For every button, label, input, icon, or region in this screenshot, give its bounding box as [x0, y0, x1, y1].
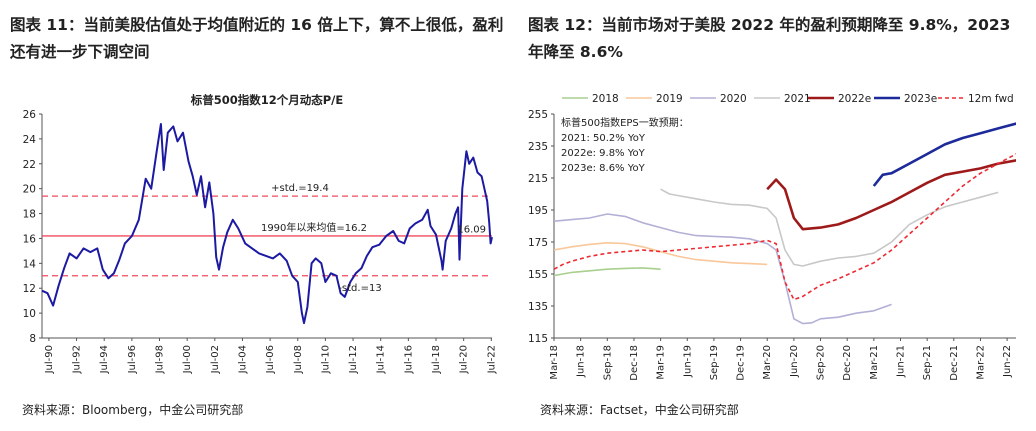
legend-label: 2023e: [904, 93, 937, 105]
x-tick-label: Jul-06: [265, 345, 276, 374]
x-tick-label: Jun-22: [1002, 345, 1013, 378]
x-tick-label: Jun-21: [896, 345, 907, 378]
legend-label: 2020: [720, 93, 747, 105]
figure-title: 图表 11：当前美股估值处于均值附近的 16 倍上下，算不上很低，盈利还有进一步…: [10, 16, 504, 61]
y-tick-label: 12: [23, 283, 36, 295]
y-tick-label: 24: [23, 134, 37, 146]
x-tick-label: Dec-18: [629, 345, 640, 381]
x-tick-label: Sep-18: [602, 345, 613, 380]
x-tick-label: Sep-21: [922, 345, 933, 380]
series-line-12m fwd: [554, 153, 1016, 301]
y-tick-label: 135: [528, 301, 548, 313]
source-note: 资料来源：Bloomberg，中金公司研究部: [22, 403, 244, 417]
eps-estimates-chart: 115 135 155 175 195 215 235 255 Mar-18 Jun-18 Sep-…: [528, 93, 1016, 381]
y-tick-label: 22: [23, 159, 36, 171]
x-tick-label: Jul-16: [403, 345, 414, 374]
reference-line-label: +std.=19.4: [271, 183, 329, 194]
legend-label: 2019: [656, 93, 683, 105]
x-tick-label: Jul-04: [237, 345, 248, 374]
x-tick-label: Mar-19: [656, 345, 667, 380]
figure-title: 图表 12：当前市场对于美股 2022 年的盈利预期降至 9.8%，2023 年…: [528, 16, 1011, 61]
series-line-2023e: [872, 122, 1016, 187]
legend-label: 2022e: [838, 93, 871, 105]
y-tick-label: 18: [23, 209, 36, 221]
x-tick-label: Mar-18: [549, 345, 560, 380]
x-tick-label: Mar-21: [869, 345, 880, 380]
x-tick-label: Jul-90: [44, 345, 55, 374]
x-tick-label: Jul-94: [99, 345, 110, 374]
x-tick-label: Jul-18: [431, 345, 442, 374]
x-tick-label: Jul-08: [293, 345, 304, 374]
y-tick-label: 16: [23, 233, 37, 245]
series-line-2021: [660, 188, 999, 267]
y-tick-label: 255: [528, 109, 548, 121]
x-tick-label: Jul-22: [486, 345, 497, 374]
x-tick-label: Jun-20: [789, 345, 800, 378]
x-tick-label: Jul-12: [348, 345, 359, 374]
y-tick-label: 14: [23, 258, 37, 270]
eps-note-line: 2023e: 8.6% YoY: [561, 163, 646, 174]
y-tick-label: 215: [528, 173, 548, 185]
x-tick-label: Jun-19: [682, 345, 693, 378]
x-tick-label: Jul-92: [72, 345, 83, 374]
y-tick-label: 155: [528, 269, 548, 281]
x-tick-label: Jul-02: [210, 345, 221, 374]
y-tick-label: 10: [23, 308, 36, 320]
legend-label: 2018: [592, 93, 619, 105]
x-tick-label: Mar-22: [975, 345, 986, 380]
eps-note-line: 2021: 50.2% YoY: [561, 133, 646, 144]
x-tick-label: Jul-20: [459, 345, 470, 374]
last-value-label: 16.09: [457, 224, 486, 235]
y-tick-label: 8: [29, 333, 36, 345]
y-tick-label: 195: [528, 205, 548, 217]
y-tick-label: 20: [23, 184, 36, 196]
series-line-2022e: [766, 159, 1016, 231]
pe-series-line: [41, 123, 493, 325]
y-tick-label: 235: [528, 141, 548, 153]
eps-note-line: 2022e: 9.8% YoY: [561, 148, 646, 159]
y-tick-label: 115: [528, 333, 548, 345]
reference-line-label: -std.=13: [338, 283, 381, 294]
y-tick-label: 175: [528, 237, 548, 249]
x-tick-label: Jul-14: [376, 345, 387, 374]
series-line-2019: [554, 242, 768, 266]
x-tick-label: Dec-21: [949, 345, 960, 381]
x-tick-label: Jul-98: [155, 345, 166, 374]
x-tick-label: Jul-96: [127, 345, 138, 374]
x-tick-label: Sep-19: [709, 345, 720, 380]
pe-ratio-chart: 标普500指数12个月动态P/E 8 10 12 14 16 18 20 22 24 26 Jul-9…: [23, 93, 498, 374]
chart-title: 标普500指数12个月动态P/E: [190, 93, 344, 107]
series-line-2018: [554, 267, 661, 277]
x-tick-label: Sep-20: [816, 345, 827, 380]
y-tick-label: 26: [23, 109, 37, 121]
series-line-2020: [554, 213, 892, 325]
eps-note-line: 标普500指数EPS一致预期：: [561, 116, 689, 129]
x-tick-label: Jun-18: [576, 345, 587, 378]
x-tick-label: Dec-20: [842, 345, 853, 381]
x-tick-label: Jul-10: [320, 345, 331, 374]
source-note: 资料来源：Factset，中金公司研究部: [540, 403, 739, 417]
x-tick-label: Jul-00: [182, 345, 193, 374]
legend-label: 2021: [784, 93, 811, 105]
x-tick-label: Dec-19: [736, 345, 747, 381]
x-tick-label: Mar-20: [762, 345, 773, 380]
reference-line-label: 1990年以来均值=16.2: [261, 221, 367, 234]
legend-label: 12m fwd: [968, 93, 1014, 105]
